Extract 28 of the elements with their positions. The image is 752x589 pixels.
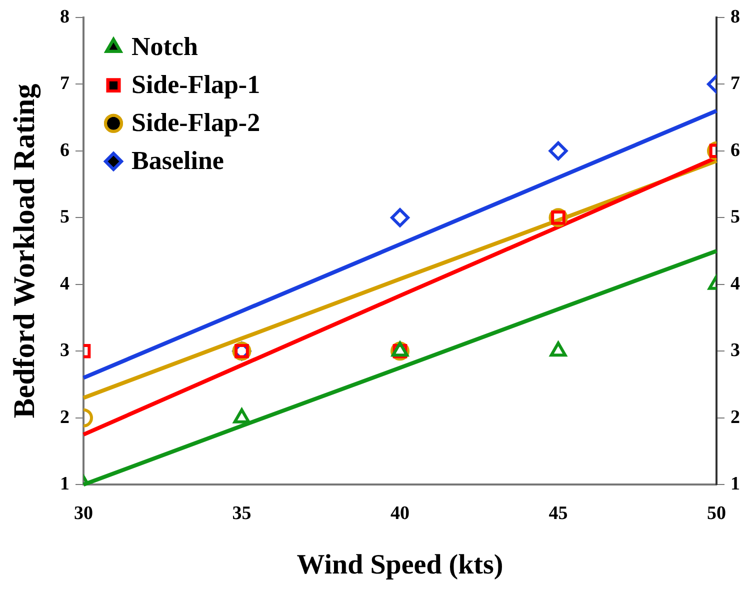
- y2-tick-label: 1: [730, 474, 740, 495]
- legend-label: Notch: [132, 32, 198, 62]
- legend-label: Side-Flap-1: [132, 70, 260, 100]
- y-tick-label: 2: [60, 406, 70, 428]
- x-tick-label: 35: [232, 502, 252, 524]
- y2-tick-label: 7: [730, 73, 740, 94]
- y2-tick-label: 2: [730, 406, 740, 428]
- y-tick-label: 5: [60, 206, 70, 228]
- y-tick-label: 6: [60, 140, 70, 161]
- y-tick-label: 8: [60, 6, 70, 28]
- y-tick-label: 1: [60, 474, 70, 495]
- legend-label: Baseline: [132, 146, 224, 176]
- y-tick-label: 7: [60, 73, 70, 94]
- x-axis-title: Wind Speed (kts): [296, 549, 504, 580]
- y-tick-label: 3: [60, 340, 70, 362]
- y-axis-title: Bedford Workload Rating: [8, 84, 41, 418]
- y2-tick-label: 3: [730, 340, 740, 362]
- y-tick-label: 4: [60, 273, 70, 294]
- x-tick-label: 40: [390, 502, 410, 524]
- y2-tick-label: 8: [730, 6, 740, 28]
- y2-tick-label: 5: [730, 206, 740, 228]
- legend-label: Side-Flap-2: [132, 108, 260, 138]
- x-tick-label: 30: [74, 502, 93, 524]
- point: [390, 208, 410, 228]
- x-tick-label: 50: [707, 502, 726, 524]
- y2-tick-label: 6: [730, 140, 740, 161]
- y2-tick-label: 4: [730, 273, 740, 294]
- x-tick-label: 45: [548, 502, 568, 524]
